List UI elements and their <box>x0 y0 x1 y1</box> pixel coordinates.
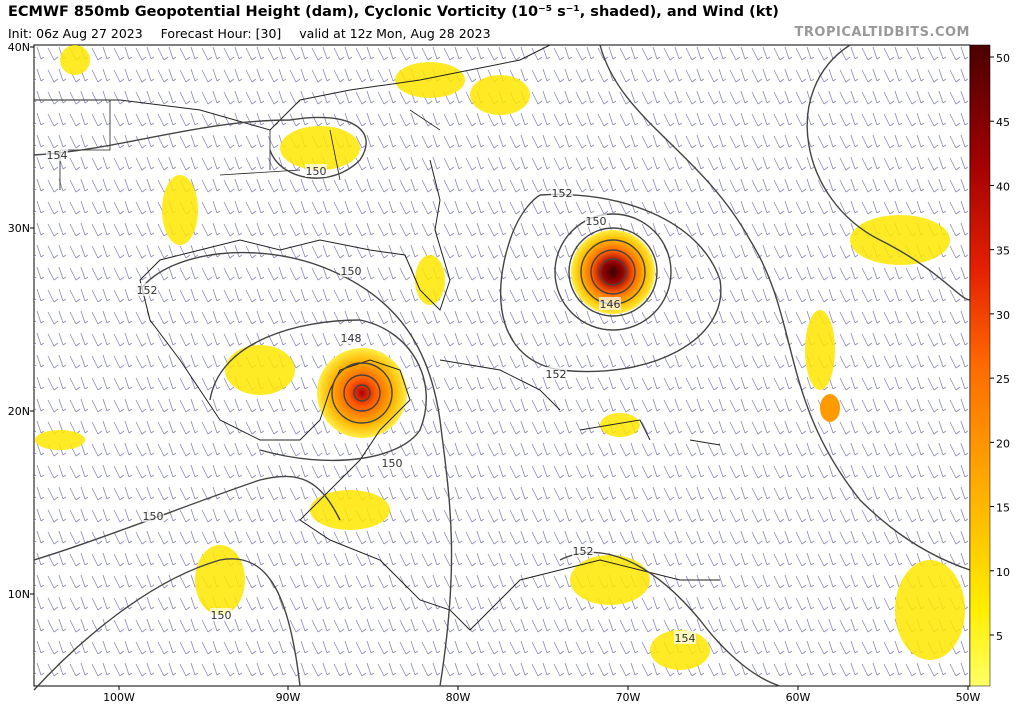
colorbar-tick-label: 10 <box>996 566 1010 579</box>
colorbar-tick-label: 30 <box>996 309 1010 322</box>
contour-label: 154 <box>675 632 696 645</box>
contour-label-bg <box>545 367 567 380</box>
contour-label-bg <box>210 608 232 621</box>
contour-label-bg <box>585 214 607 227</box>
lon-label: 90W <box>276 691 301 704</box>
colorbar: 5 10 15 20 25 30 35 40 45 50 <box>969 44 1010 687</box>
forecast-hour: Forecast Hour: [30] <box>160 26 282 41</box>
contour-label: 150 <box>586 215 607 228</box>
lat-label: 30N <box>8 222 30 235</box>
title: ECMWF 850mb Geopotential Height (dam), C… <box>8 4 779 20</box>
contour-label-bg <box>340 331 362 344</box>
valid-time: valid at 12z Mon, Aug 28 2023 <box>299 26 491 41</box>
colorbar-tick-label: 45 <box>996 116 1010 129</box>
contour-label-bg <box>136 283 158 296</box>
lon-label: 60W <box>786 691 811 704</box>
contour-label: 152 <box>552 187 573 200</box>
lon-label: 50W <box>956 691 981 704</box>
contour-label: 152 <box>573 545 594 558</box>
colorbar-tick-label: 40 <box>996 180 1010 193</box>
init-time: Init: 06z Aug 27 2023 <box>8 26 143 41</box>
colorbar-ticks: 5 10 15 20 25 30 35 40 45 50 <box>990 52 1010 643</box>
contour-label: 148 <box>341 332 362 345</box>
lon-label: 70W <box>616 691 641 704</box>
contour-label: 150 <box>341 265 362 278</box>
contour-label: 152 <box>546 368 567 381</box>
contour-label-bg <box>674 631 696 644</box>
contour-label: 150 <box>143 510 164 523</box>
colorbar-tick-label: 25 <box>996 373 1010 386</box>
map-area: 154 150 152 150 150 152 148 146 152 150 150 152 150 1… <box>8 41 981 704</box>
subtitle: Init: 06z Aug 27 2023 Forecast Hour: [30… <box>8 26 505 41</box>
lat-label: 40N <box>8 41 30 54</box>
lat-label: 10N <box>8 588 30 601</box>
contour-label-bg <box>305 164 327 177</box>
lon-label: 80W <box>446 691 471 704</box>
contour-label-bg <box>572 544 594 557</box>
contour-label-bg <box>551 186 573 199</box>
axis-ticks: 40N 30N 20N 10N 100W 90W 80W 70W 60W 50W <box>8 41 981 704</box>
contour-label-bg <box>381 456 403 469</box>
colorbar-tick-label: 20 <box>996 437 1010 450</box>
lat-label: 20N <box>8 405 30 418</box>
contour-label: 150 <box>382 457 403 470</box>
contour-label: 152 <box>137 284 158 297</box>
contour-labels: 154 150 152 150 150 152 148 146 152 150 150 152 150 1… <box>46 148 696 645</box>
colorbar-tick-label: 35 <box>996 245 1010 258</box>
watermark: TROPICALTIDBITS.COM <box>794 25 970 40</box>
colorbar-tick-label: 50 <box>996 52 1010 65</box>
contour-label-bg <box>340 264 362 277</box>
colorbar-tick-label: 5 <box>996 630 1003 643</box>
contour-label: 150 <box>211 609 232 622</box>
contour-label-bg <box>599 297 621 310</box>
contour-label-bg <box>142 509 164 522</box>
contour-label: 150 <box>306 165 327 178</box>
contour-label: 154 <box>47 149 68 162</box>
contour-label: 146 <box>600 298 621 311</box>
lon-label: 100W <box>103 691 135 704</box>
contour-label-bg <box>46 148 68 161</box>
colorbar-tick-label: 15 <box>996 502 1010 515</box>
